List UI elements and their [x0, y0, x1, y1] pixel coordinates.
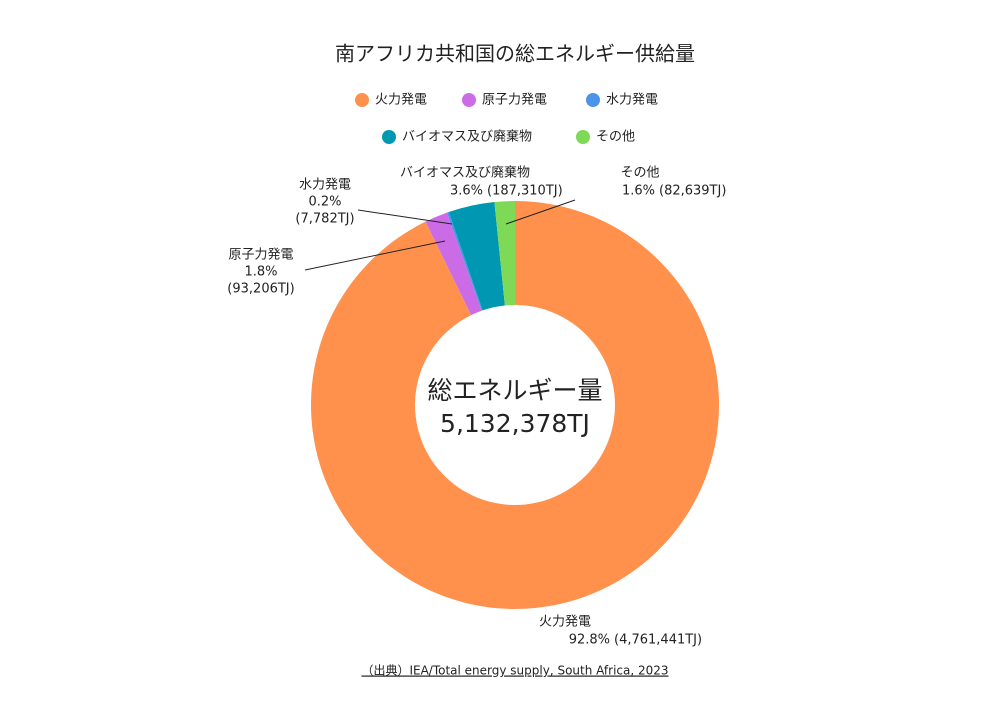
value-label: (4,761,441TJ) [614, 633, 702, 648]
slice-label: 水力発電 [299, 178, 351, 193]
percent-label: 1.8% [244, 265, 277, 280]
value-label: (187,310TJ) [487, 184, 563, 199]
legend-label: 原子力発電 [482, 93, 547, 108]
value-label: (93,206TJ) [227, 282, 294, 297]
leader-line [304, 240, 446, 271]
percent-label: 1.6% [622, 184, 655, 199]
slice [425, 212, 482, 316]
leader-line [505, 199, 576, 225]
slice-label: バイオマス及び廃棄物 [400, 165, 530, 181]
legend-marker [576, 130, 590, 144]
center-total: 5,132,378TJ [440, 409, 590, 438]
percent-label: 0.2% [308, 195, 341, 210]
value-label: (82,639TJ) [659, 184, 726, 199]
legend-label: その他 [596, 130, 635, 145]
source: （出典）IEA/Total energy supply, South Afric… [361, 664, 668, 678]
legend-marker [382, 130, 396, 144]
legend-label: 火力発電 [375, 93, 427, 108]
center-title: 総エネルギー量 [427, 376, 602, 405]
legend-label: 水力発電 [606, 93, 658, 108]
legend-label: バイオマス及び廃棄物 [402, 129, 532, 145]
slice [494, 201, 515, 306]
legend-marker [355, 93, 369, 107]
slice-label: 火力発電 [539, 615, 591, 630]
legend-marker [586, 93, 600, 107]
slice [311, 201, 719, 609]
slice [448, 202, 505, 311]
slice [446, 212, 483, 311]
value-label: (7,782TJ) [295, 212, 354, 227]
percent-label: 3.6% [450, 184, 483, 199]
legend-marker [462, 93, 476, 107]
percent-label: 92.8% [569, 633, 610, 648]
chart-title: 南アフリカ共和国の総エネルギー供給量 [335, 42, 695, 66]
slice-label: 原子力発電 [228, 248, 293, 263]
leader-line [357, 209, 453, 225]
slice-label: その他 [620, 166, 659, 181]
